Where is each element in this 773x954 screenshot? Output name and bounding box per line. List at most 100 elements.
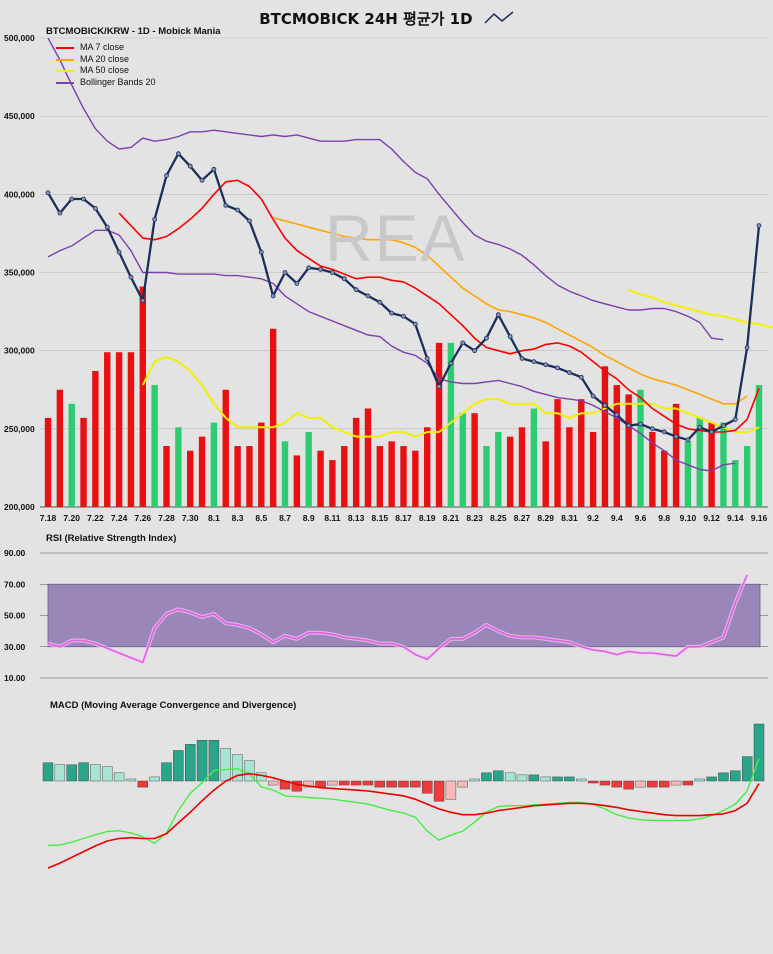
date-tick-label: 8.31 [561,513,578,523]
date-tick-label: 8.1 [208,513,220,523]
macd-hist-bar [362,780,374,786]
volume-bar [92,370,99,507]
volume-bar [341,446,348,507]
rsi-band [47,583,761,648]
macd-hist-bar [623,780,634,790]
date-tick-label: 8.25 [490,513,507,523]
macd-hist-bar [599,780,611,786]
price-point [318,266,323,272]
macd-hist-bar [564,776,575,782]
date-tick-label: 7.20 [63,513,80,523]
macd-hist-bar [232,754,243,782]
price-point [152,216,158,222]
macd-hist-bar [137,780,149,788]
macd-hist-bar [493,770,504,782]
price-point [555,365,560,371]
volume-bar [483,446,490,507]
volume-bar [44,417,52,507]
volume-bar [613,385,620,507]
ma7-line [118,179,760,433]
volume-bar [495,431,502,507]
price-point [270,293,276,299]
volume-bar [412,450,419,507]
price-point [306,265,312,271]
price-point [424,356,430,361]
volume-bar [198,436,206,507]
volume-bar [554,399,561,507]
volume-bar [471,413,478,507]
price-point [460,340,466,346]
legend: MA 7 close MA 20 close MA 50 close Bolli… [56,42,156,88]
volume-bar [708,422,715,507]
price-point [235,207,241,213]
price-point [341,276,347,282]
price-point [638,421,643,427]
legend-item-ma7: MA 7 close [56,42,156,54]
line-chart-icon [484,11,514,24]
volume-bar [210,422,218,507]
volume-bar [269,328,277,507]
macd-hist-bar [540,776,551,782]
date-tick-label: 7.26 [135,513,152,523]
price-point [282,270,288,275]
volume-bar [317,450,324,507]
macd-hist-bar [753,723,765,782]
macd-hist-bar [196,740,208,782]
macd-hist-bar [481,772,492,782]
rsi-band-rect [47,583,761,648]
macd-hist-bar [670,780,682,786]
macd-hist-bar [433,780,445,802]
price-point [389,310,395,316]
date-tick-label: 7.30 [182,513,199,523]
macd-hist-bar [350,780,362,786]
price-point [294,281,300,286]
macd-hist-bar [125,778,137,782]
volume-bar [400,446,407,507]
price-point [626,423,632,429]
price-point [744,345,750,350]
macd-hist-bar [706,776,717,782]
volume-ma-line [141,355,760,438]
date-tick-label: 8.27 [514,513,531,523]
price-point [732,417,738,422]
price-point [756,223,762,229]
macd-hist-bar [587,780,599,784]
macd-hist-bar [576,778,587,782]
price-tick-label: 200,000 [4,502,35,512]
legend-item-ma20: MA 20 close [56,54,156,66]
price-tick-label: 300,000 [4,346,35,356]
macd-hist-bar [398,780,409,788]
macd-hist-bar [220,748,231,782]
price-point [116,249,122,255]
volume-bar [625,394,632,507]
volume-bar [672,403,680,507]
volume-bar [352,417,360,507]
price-tick-label: 350,000 [4,268,35,278]
price-point [697,424,703,430]
price-point [602,402,608,408]
volume-bar [364,408,372,507]
volume-bar [115,352,123,507]
price-point [721,423,726,429]
price-point [353,287,359,293]
volume-bar [661,450,668,507]
date-tick-label: 7.28 [158,513,175,523]
rsi-tick-label: 90.00 [4,548,26,558]
macd-hist-bar [718,772,729,782]
rsi-panel-label: RSI (Relative Strength Index) [46,533,177,544]
volume-bar [637,389,644,507]
price-point [472,348,478,354]
macd-hist-bar [422,780,433,794]
macd-hist-bar [516,774,528,782]
volume-bar [424,427,431,507]
macd-hist-bar [90,764,101,782]
price-point [567,370,572,375]
price-point [69,196,75,202]
volume-bar [68,403,75,507]
macd-hist-bar [659,780,670,788]
date-tick-label: 9.14 [727,513,744,523]
price-point [614,412,620,418]
macd-hist-bar [682,780,694,786]
volume-bar [388,441,395,507]
macd-hist-bar [457,780,468,788]
